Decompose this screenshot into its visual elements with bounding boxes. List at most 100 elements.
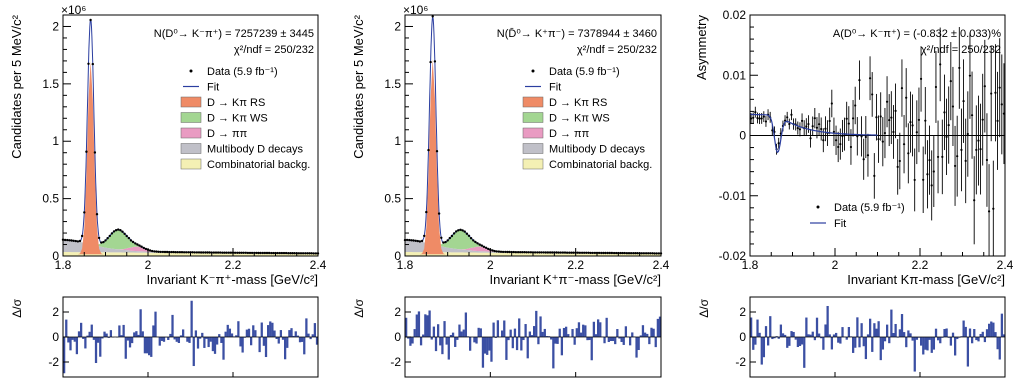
pull-bar [973,329,976,337]
data-point [828,119,831,123]
pull-bar [594,334,598,337]
pull-bar [752,337,755,350]
pull-bar [148,337,151,356]
data-point [862,158,865,161]
pull-bar [658,316,662,337]
data-point [559,251,562,254]
data-point [246,251,250,255]
pull-bar [979,333,982,337]
pull-bar [607,337,610,342]
pull-bar [888,337,891,344]
data-point [754,111,757,114]
data-point [267,251,271,255]
data-point [429,60,432,64]
pull-bar [437,324,440,337]
pull-bar [469,337,472,351]
pull-bar [524,324,527,337]
pull-bar [781,333,785,337]
data-point [270,251,273,255]
pull-bar [292,335,295,337]
data-point [463,230,466,233]
pull-bar [784,334,787,337]
pull-bar [264,337,268,358]
data-point [216,251,220,254]
pull-bar [432,326,436,337]
data-point [911,124,914,127]
pull-bar [122,324,125,337]
data-point [841,134,844,138]
data-point [442,241,445,244]
pull-bar [175,337,178,342]
data-point [544,251,547,254]
pull-bar [994,332,997,337]
chi2-annotation: χ²/ndf = 250/232 [234,44,314,56]
data-point [418,240,422,243]
pull-bar [222,337,225,360]
pull-bar [492,322,495,337]
legend-label: D → Kπ RS [549,97,607,109]
data-point [555,251,558,254]
data-point [476,242,479,245]
multibody-area [63,239,318,254]
pull-bar [205,337,208,339]
y-tick-label: 1.5 [384,77,401,91]
data-point [282,251,286,255]
pull-bar [611,337,615,342]
data-point [858,79,861,82]
data-point [440,236,443,239]
pull-bar [832,334,836,337]
pull-y-tick-label: 0 [52,330,59,344]
pull-bar [188,337,191,343]
data-point [811,125,814,128]
pull-bar [877,321,880,337]
pull-bar [158,337,161,346]
pull-bar [313,323,317,337]
pull-bar [445,337,448,345]
data-point [600,251,603,255]
pull-bar [277,337,280,344]
pull-bar [943,329,946,337]
pull-bar [473,337,476,343]
data-point [291,252,294,255]
pull-bar [871,337,874,352]
pull-bar [648,337,651,345]
pull-bar [582,324,585,337]
data-point [642,252,646,255]
pull-bar [643,332,647,337]
pull-panel-pull_kpi: -2 0 2 Δ/σ [10,296,319,378]
data-point [623,251,626,255]
pull-bar [454,337,457,347]
y-tick-label: 0.01 [723,68,747,82]
pull-bar [97,337,100,343]
pull-bar [894,323,897,337]
data-point [514,251,518,254]
pull-bar [305,318,308,337]
pull-bar [750,317,753,337]
data-point [140,245,143,248]
pull-bar [788,337,791,346]
pull-bar [637,337,640,351]
pull-bar [769,316,772,337]
data-point [873,174,876,177]
pull-bar [754,337,757,345]
pull-bar [949,337,953,346]
pull-bar [909,333,912,337]
pull-bar [883,337,887,342]
pull-y-axis-label: Δ/σ [352,298,366,317]
pull-bar [1002,334,1006,337]
pull-bar [841,327,844,337]
pull-bar [120,335,123,337]
data-point [902,143,906,146]
pull-bar [522,337,525,341]
pull-bar [614,337,617,345]
data-point [159,250,162,254]
data-point [542,251,545,254]
pull-bar [109,330,113,337]
data-point [289,252,292,255]
pull-bar [939,337,942,344]
data-point [519,251,522,254]
data-point [261,251,264,255]
pull-bar [922,337,925,355]
pull-bar [828,334,831,337]
